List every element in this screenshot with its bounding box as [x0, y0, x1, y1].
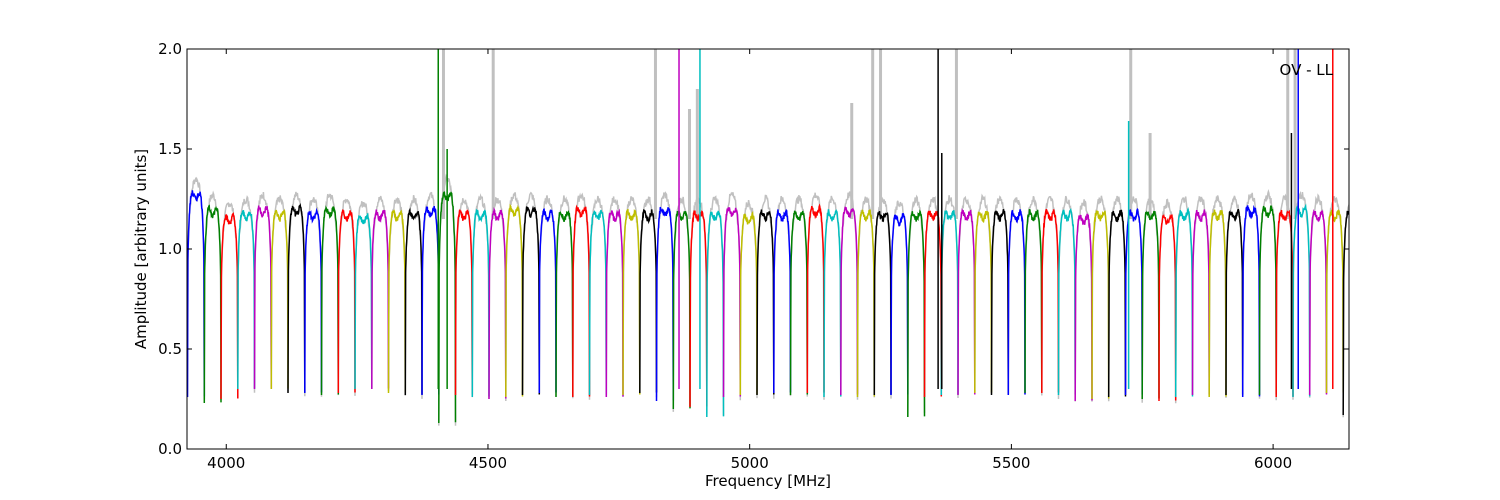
x-axis-label: Frequency [MHz] — [705, 472, 831, 490]
channel-trace — [873, 211, 892, 396]
x-tick-label: 4000 — [207, 454, 245, 472]
channel-trace — [1107, 209, 1127, 398]
channel-trace — [287, 202, 306, 394]
channel-trace — [856, 209, 876, 398]
channel-trace — [471, 208, 490, 398]
x-tick-label: 6000 — [1254, 454, 1292, 472]
channel-trace — [320, 205, 340, 396]
plot-annotation: OV - LL — [1280, 61, 1334, 79]
channel-trace — [1241, 204, 1261, 398]
channel-trace — [371, 209, 390, 390]
channel-trace — [1007, 209, 1026, 396]
channel-trace — [1292, 203, 1311, 398]
channel-trace — [823, 208, 842, 398]
channel-trace — [1024, 208, 1043, 394]
channel-trace — [1091, 210, 1110, 400]
channel-trace — [421, 206, 440, 396]
channel-trace — [387, 209, 407, 394]
channel-trace — [220, 212, 239, 400]
channel-trace — [957, 207, 976, 396]
y-axis-label: Amplitude [arbitrary units] — [132, 149, 150, 349]
channel-trace — [1342, 210, 1349, 416]
y-tick-label: 1.5 — [158, 140, 182, 158]
channel-trace — [974, 210, 993, 394]
channel-trace — [253, 205, 273, 390]
channel-trace — [689, 210, 708, 408]
channel-trace — [1041, 208, 1060, 394]
channel-trace — [840, 206, 859, 396]
channel-trace — [521, 205, 541, 396]
channel-trace — [756, 209, 775, 396]
channel-trace — [739, 210, 758, 396]
x-tick-label: 5000 — [731, 454, 769, 472]
y-tick-label: 0.0 — [158, 440, 182, 458]
channel-trace — [1158, 213, 1177, 402]
channel-trace — [1174, 206, 1194, 398]
channel-trace — [538, 208, 557, 394]
channel-trace — [1258, 205, 1277, 396]
channel-trace — [354, 213, 373, 390]
channel-trace — [1141, 210, 1160, 400]
channel-trace — [203, 204, 222, 404]
channel-trace — [1325, 209, 1344, 394]
channel-trace — [639, 208, 658, 394]
tick-layer: 4000 4500 5000 5500 6000 0.0 0.5 1.0 1.5 2.0 — [158, 40, 1349, 472]
channel-trace — [505, 203, 524, 398]
channel-trace — [1225, 208, 1244, 396]
channel-trace — [789, 210, 809, 396]
channel-trace — [588, 209, 608, 396]
series-layer — [187, 49, 1349, 426]
channel-trace — [722, 206, 742, 398]
channel-trace — [572, 204, 591, 398]
channel-trace — [940, 209, 959, 396]
channel-trace — [555, 210, 574, 398]
y-tick-label: 0.5 — [158, 340, 182, 358]
channel-trace — [1208, 209, 1227, 398]
channel-trace — [890, 212, 909, 396]
channel-trace — [622, 208, 641, 396]
channel-trace — [907, 209, 926, 418]
channel-trace — [1191, 209, 1210, 396]
channel-trace — [706, 210, 725, 418]
channel-trace — [672, 209, 691, 410]
channel-trace — [488, 207, 507, 400]
x-tick-label: 4500 — [469, 454, 507, 472]
x-tick-label: 5500 — [992, 454, 1030, 472]
channel-trace — [773, 209, 792, 394]
channel-trace — [337, 209, 356, 394]
channel-trace — [1275, 209, 1294, 398]
channel-trace — [605, 208, 624, 398]
channel-trace — [404, 207, 423, 396]
y-tick-label: 2.0 — [158, 40, 182, 58]
channel-trace — [1057, 208, 1076, 396]
channel-trace — [1308, 208, 1328, 396]
channel-trace — [990, 209, 1010, 396]
channel-trace — [187, 190, 206, 398]
channel-trace — [655, 206, 675, 402]
channel-trace — [1074, 213, 1093, 402]
channel-trace — [304, 207, 323, 394]
y-tick-label: 1.0 — [158, 240, 182, 258]
channel-trace — [454, 209, 474, 396]
channel-trace — [237, 210, 256, 390]
channel-trace — [806, 203, 825, 394]
channel-trace — [270, 208, 289, 390]
